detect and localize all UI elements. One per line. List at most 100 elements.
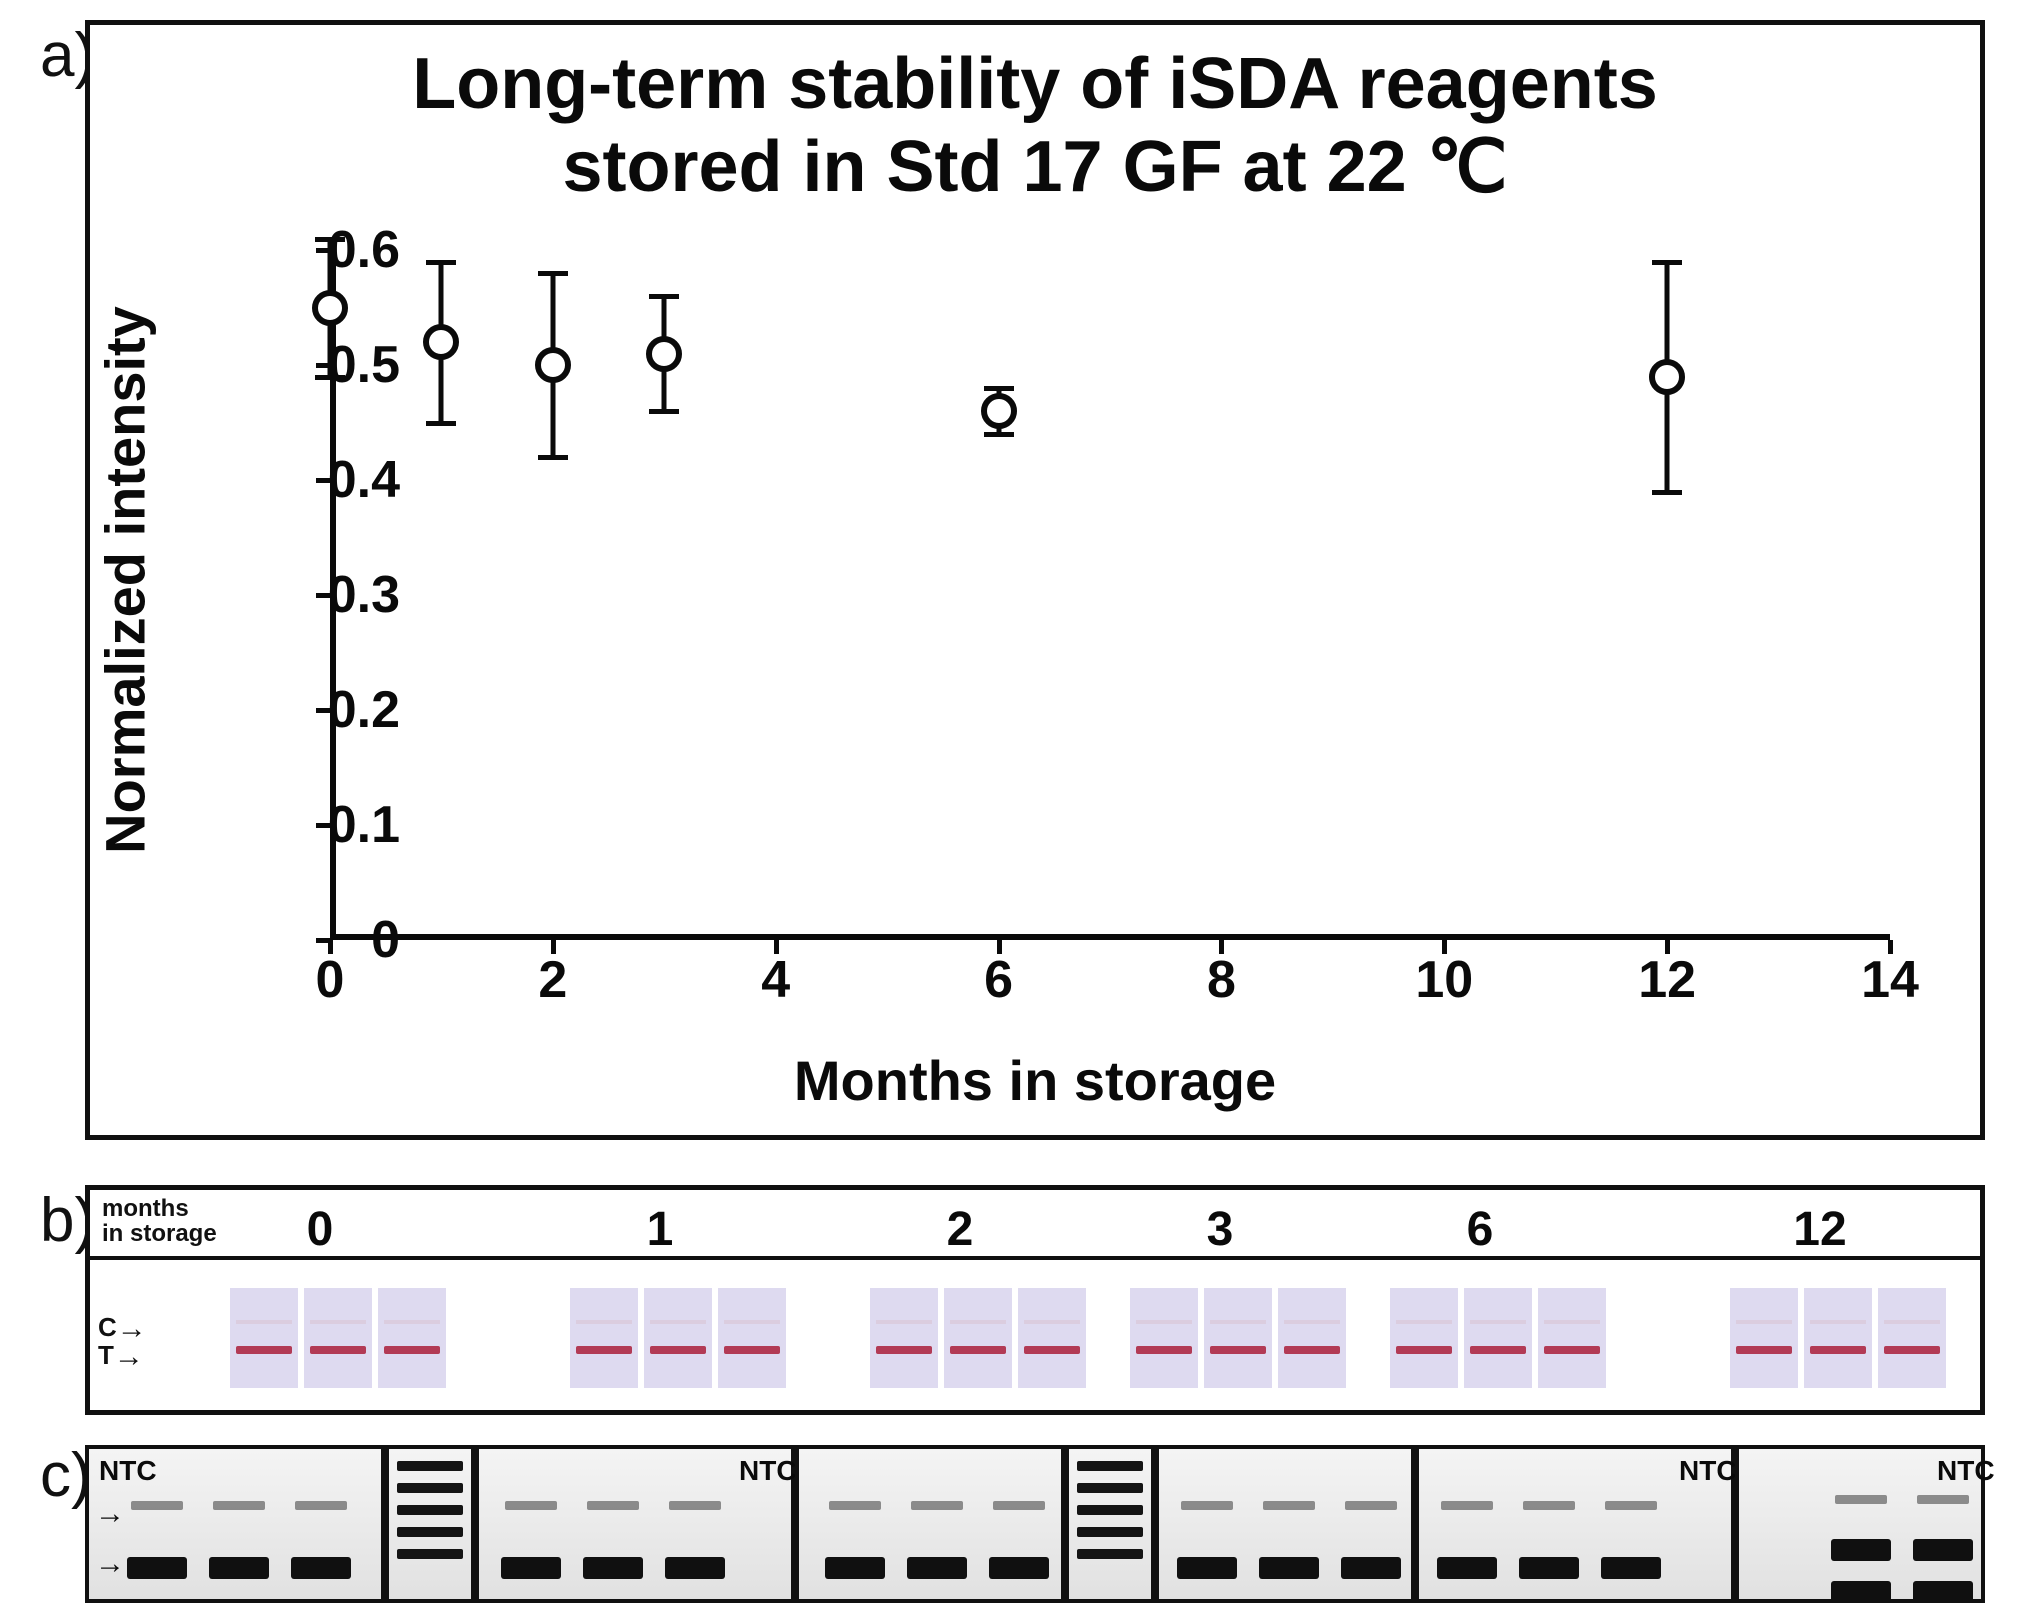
x-axis-line: [330, 934, 1890, 940]
gel-band-faint: [213, 1501, 265, 1510]
gel-band-faint: [1917, 1495, 1969, 1504]
x-tick-label: 4: [726, 950, 826, 1010]
gel-lane: [905, 1469, 969, 1597]
ladder-band: [397, 1549, 463, 1559]
lateral-flow-strip: [1538, 1288, 1606, 1388]
gel-band: [1177, 1557, 1237, 1579]
lateral-flow-strip: [644, 1288, 712, 1388]
month-label: 2: [947, 1202, 974, 1257]
gel-lane: [125, 1469, 189, 1597]
gel-lane: [1911, 1469, 1975, 1597]
lateral-flow-strip: [1278, 1288, 1346, 1388]
error-cap: [649, 294, 679, 299]
gel-band-faint: [829, 1501, 881, 1510]
gel-box: NTC: [1735, 1445, 1985, 1603]
gel-band-faint: [1441, 1501, 1493, 1510]
gel-band: [1831, 1539, 1891, 1561]
month-label: 6: [1467, 1202, 1494, 1257]
lateral-flow-strip: [944, 1288, 1012, 1388]
chart-title-line2: stored in Std 17 GF at 22 ℃: [562, 127, 1507, 207]
panel-c-gels: NTC→→NTCNTCNTC: [85, 1445, 1985, 1610]
y-tick-label: 0.2: [260, 680, 400, 740]
lateral-flow-strip: [870, 1288, 938, 1388]
gel-band: [825, 1557, 885, 1579]
y-tick-label: 0.3: [260, 565, 400, 625]
lateral-flow-strip: [1878, 1288, 1946, 1388]
gel-lane: [207, 1469, 271, 1597]
gel-band: [291, 1557, 351, 1579]
error-cap: [426, 260, 456, 265]
gel-lane: [1829, 1469, 1893, 1597]
gel-lane: [1517, 1469, 1581, 1597]
gel-band: [583, 1557, 643, 1579]
gel-band: [1913, 1581, 1973, 1603]
panel-c-label: c): [40, 1440, 92, 1511]
gel-lane: [987, 1469, 1051, 1597]
gel-lane: [581, 1469, 645, 1597]
data-point: [312, 290, 348, 326]
lateral-flow-strip: [1390, 1288, 1458, 1388]
y-tick-label: 0: [260, 910, 400, 970]
gel-band-faint: [669, 1501, 721, 1510]
lateral-flow-strip: [1130, 1288, 1198, 1388]
gel-box: [795, 1445, 1065, 1603]
header-word2: in storage: [102, 1220, 217, 1247]
x-tick-label: 12: [1617, 950, 1717, 1010]
data-point: [981, 393, 1017, 429]
gel-box: NTC: [1415, 1445, 1735, 1603]
gel-lane: [1339, 1469, 1403, 1597]
month-label: 3: [1207, 1202, 1234, 1257]
lateral-flow-strip: [1730, 1288, 1798, 1388]
y-tick-label: 0.5: [260, 335, 400, 395]
lateral-flow-strip: [1804, 1288, 1872, 1388]
gel-band-faint: [911, 1501, 963, 1510]
arrow-icon: →: [114, 1340, 144, 1374]
x-tick-label: 14: [1840, 950, 1940, 1010]
month-label: 1: [647, 1202, 674, 1257]
month-label: 12: [1793, 1202, 1846, 1257]
data-point: [1649, 359, 1685, 395]
y-axis-title: Normalized intensity: [93, 306, 158, 854]
strip-group: [1730, 1288, 1946, 1388]
gel-lane: [499, 1469, 563, 1597]
ladder-band: [397, 1505, 463, 1515]
gel-band: [907, 1557, 967, 1579]
error-cap: [984, 386, 1014, 391]
strip-group: [870, 1288, 1086, 1388]
strip-group: [1130, 1288, 1346, 1388]
y-tick-label: 0.1: [260, 795, 400, 855]
strip-group: [1390, 1288, 1606, 1388]
error-cap: [426, 421, 456, 426]
gel-band-faint: [1263, 1501, 1315, 1510]
x-tick-label: 6: [949, 950, 1049, 1010]
gel-band: [665, 1557, 725, 1579]
arrow-icon: →: [95, 1547, 125, 1581]
error-cap: [1652, 490, 1682, 495]
data-point: [646, 336, 682, 372]
gel-band: [127, 1557, 187, 1579]
gel-box: [1155, 1445, 1415, 1603]
error-cap: [1652, 260, 1682, 265]
error-cap: [538, 455, 568, 460]
gel-band-faint: [1181, 1501, 1233, 1510]
t-row-label: T→: [98, 1338, 144, 1372]
ntc-label: NTC: [739, 1455, 797, 1487]
ladder-band: [1077, 1549, 1143, 1559]
gel-band: [209, 1557, 269, 1579]
plot-area: 02468101214: [330, 250, 1890, 940]
gel-box: NTC→→: [85, 1445, 385, 1603]
gel-band-faint: [295, 1501, 347, 1510]
gel-band: [1259, 1557, 1319, 1579]
gel-ladder-box: [1065, 1445, 1155, 1603]
x-tick-label: 10: [1394, 950, 1494, 1010]
panel-b-header-text: months in storage: [102, 1196, 217, 1246]
panel-a-scatter: Long-term stability of iSDA reagents sto…: [85, 20, 1985, 1140]
chart-title: Long-term stability of iSDA reagents sto…: [90, 43, 1980, 209]
lateral-flow-strip: [570, 1288, 638, 1388]
lateral-flow-strip: [230, 1288, 298, 1388]
gel-lane: [663, 1469, 727, 1597]
gel-box: NTC: [475, 1445, 795, 1603]
data-point: [423, 324, 459, 360]
gel-lane: [823, 1469, 887, 1597]
ladder-band: [1077, 1527, 1143, 1537]
